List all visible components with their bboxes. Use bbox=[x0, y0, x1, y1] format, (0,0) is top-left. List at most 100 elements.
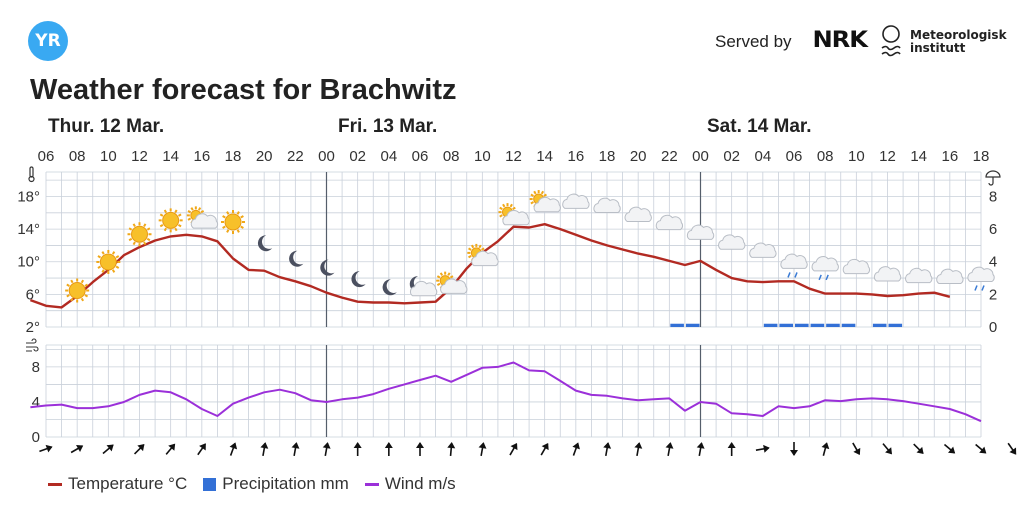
wind-arrow-icon bbox=[291, 442, 300, 457]
wind-arrow-icon bbox=[102, 444, 114, 455]
legend-wind-label: Wind m/s bbox=[384, 474, 456, 493]
series-lines bbox=[29, 223, 982, 423]
wind-arrow-icon bbox=[478, 442, 487, 457]
hour-tick-label: 16 bbox=[567, 148, 584, 165]
legend-precipitation-swatch bbox=[203, 477, 217, 491]
wind-arrow-icon bbox=[540, 442, 549, 456]
cloud-icon bbox=[873, 266, 902, 282]
hour-tick-label: 20 bbox=[630, 148, 647, 165]
hour-tick-label: 08 bbox=[69, 148, 86, 165]
temperature-tick-label: 18° bbox=[17, 188, 40, 205]
cloud-icon bbox=[718, 234, 746, 250]
hour-tick-label: 14 bbox=[536, 148, 553, 165]
hour-tick-label: 14 bbox=[910, 148, 927, 165]
nrk-logo[interactable]: NRK bbox=[812, 28, 868, 53]
axis-labels: 2° 6° 10° 14° 18° 0 2 4 6 8 0 4 8 bbox=[17, 166, 1001, 446]
precipitation-bar bbox=[810, 323, 825, 327]
temperature-tick-label: 14° bbox=[17, 221, 40, 238]
wind-arrow-icon bbox=[416, 442, 424, 456]
moon-icon bbox=[289, 250, 304, 267]
hour-tick-label: 16 bbox=[941, 148, 958, 165]
cloud-icon bbox=[936, 268, 964, 284]
hour-tick-label: 08 bbox=[443, 148, 460, 165]
sun-icon bbox=[127, 222, 152, 247]
cloud-icon bbox=[624, 206, 652, 222]
sun-icon bbox=[221, 210, 245, 234]
legend-temperature-label: Temperature °C bbox=[68, 474, 188, 493]
precipitation-bar bbox=[888, 323, 903, 327]
hour-tick-label: 14 bbox=[162, 148, 179, 165]
hour-tick-label: 10 bbox=[100, 148, 117, 165]
temperature-grid bbox=[45, 171, 982, 328]
wind-arrows bbox=[39, 442, 1017, 457]
wind-line bbox=[30, 361, 982, 423]
wind-arrow-icon bbox=[634, 442, 643, 457]
temperature-tick-label: 6° bbox=[26, 286, 40, 303]
precipitation-bar bbox=[670, 323, 684, 327]
wind-arrow-icon bbox=[665, 442, 674, 457]
precipitation-bar bbox=[826, 323, 840, 327]
partly-cloudy-icon bbox=[467, 243, 499, 267]
wind-arrow-icon bbox=[821, 442, 830, 456]
wind-icon bbox=[26, 338, 39, 352]
legend-precipitation-label: Precipitation mm bbox=[222, 474, 349, 493]
precipitation-tick-label: 4 bbox=[989, 254, 997, 271]
wind-arrow-icon bbox=[603, 442, 612, 457]
met-institute-logo[interactable]: Meteorologisk institutt bbox=[910, 29, 1007, 55]
hour-tick-label: 02 bbox=[723, 148, 740, 165]
moon-icon bbox=[257, 235, 273, 252]
hour-tick-label: 18 bbox=[973, 148, 990, 165]
hour-tick-label: 02 bbox=[349, 148, 366, 165]
wind-arrow-icon bbox=[133, 444, 145, 455]
partly-cloudy-icon bbox=[186, 206, 219, 229]
wind-arrow-icon bbox=[165, 443, 176, 455]
hour-tick-label: 18 bbox=[225, 148, 242, 165]
wind-arrow-icon bbox=[852, 442, 861, 456]
cloud-icon bbox=[655, 214, 684, 231]
moon-icon bbox=[320, 259, 335, 276]
met-line1: Meteorologisk bbox=[910, 28, 1007, 42]
served-by-label: Served by bbox=[715, 32, 792, 51]
wind-arrow-icon bbox=[882, 443, 892, 455]
hour-tick-label: 00 bbox=[692, 148, 709, 165]
wind-grid bbox=[45, 344, 982, 438]
cloud-icon bbox=[842, 258, 871, 275]
hour-tick-label: 20 bbox=[256, 148, 273, 165]
light-rain-icon bbox=[780, 253, 808, 278]
wind-arrow-icon bbox=[696, 442, 705, 457]
wind-arrow-icon bbox=[353, 442, 362, 456]
met-line2: institutt bbox=[910, 41, 966, 55]
cloud-icon bbox=[562, 193, 590, 209]
hour-tick-label: 08 bbox=[817, 148, 834, 165]
partly-cloudy-icon bbox=[436, 271, 468, 294]
legend-temperature[interactable]: Temperature °C bbox=[48, 474, 187, 494]
sun-icon bbox=[158, 208, 183, 233]
precipitation-tick-label: 0 bbox=[989, 319, 997, 336]
precipitation-bar bbox=[872, 323, 887, 327]
moon-icon bbox=[382, 279, 397, 296]
hour-tick-label: 10 bbox=[474, 148, 491, 165]
wind-arrow-icon bbox=[913, 443, 924, 454]
yr-logo[interactable]: YR bbox=[28, 21, 68, 61]
day-label-thursday: Thur. 12 Mar. bbox=[48, 116, 165, 137]
cloud-icon bbox=[686, 224, 715, 240]
legend-temperature-swatch bbox=[48, 482, 62, 486]
wind-arrow-icon bbox=[197, 443, 206, 456]
hour-tick-label: 22 bbox=[661, 148, 678, 165]
precipitation-tick-label: 8 bbox=[989, 188, 997, 205]
hour-axis: 06 08 10 12 14 16 18 20 22 00 02 04 06 08 10 12 14 16 18 20… bbox=[38, 148, 990, 165]
umbrella-icon bbox=[985, 170, 1001, 186]
wind-arrow-icon bbox=[572, 442, 580, 456]
cloud-icon bbox=[749, 242, 777, 258]
legend-precipitation[interactable]: Precipitation mm bbox=[203, 474, 349, 494]
precipitation-bar bbox=[795, 323, 809, 327]
met-institute-icon bbox=[881, 25, 901, 57]
hour-tick-label: 00 bbox=[318, 148, 335, 165]
wind-arrow-icon bbox=[755, 444, 770, 453]
wind-tick-label: 0 bbox=[32, 429, 40, 446]
legend: Temperature °C Precipitation mm Wind m/s bbox=[48, 474, 472, 494]
legend-wind[interactable]: Wind m/s bbox=[364, 474, 456, 494]
legend-wind-swatch bbox=[364, 482, 379, 486]
wind-tick-label: 8 bbox=[32, 359, 40, 376]
partly-cloudy-icon bbox=[498, 203, 530, 226]
